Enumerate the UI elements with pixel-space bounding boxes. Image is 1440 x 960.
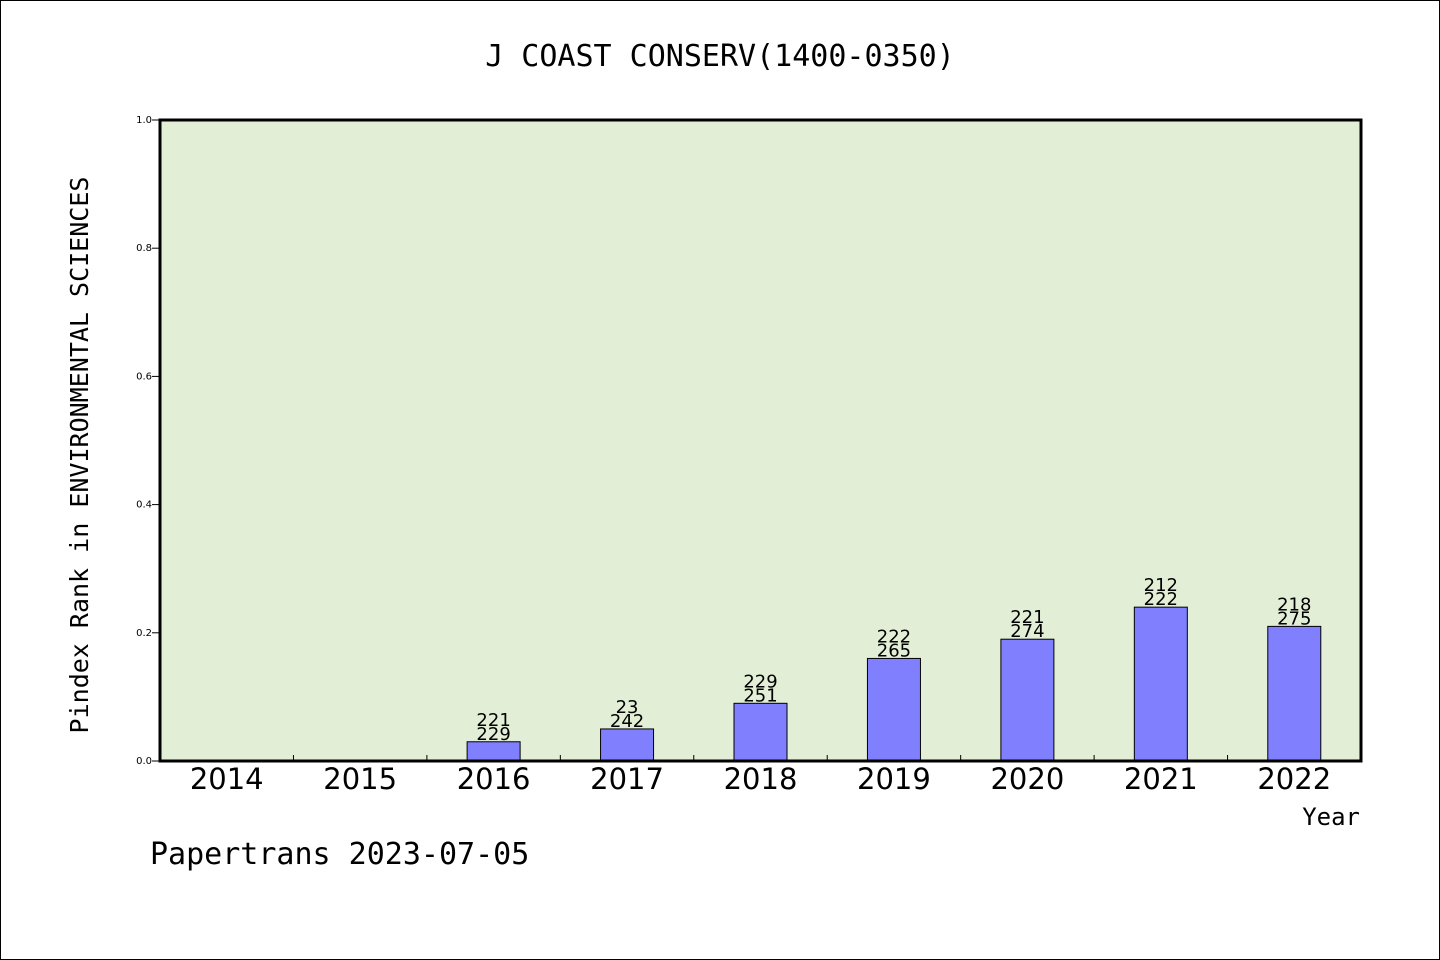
- x-tick-label: 2014: [190, 762, 264, 796]
- y-tick-label: 1.0: [136, 115, 152, 126]
- bar-2018: [733, 702, 788, 762]
- x-axis-ticks: 2014 2015 2016 2017 2018 2019 2020 2021 2022: [190, 755, 1331, 796]
- y-tick-label: 0.4: [136, 500, 152, 511]
- rank-label-2016: 221: [476, 710, 510, 731]
- total-label-2022: 275: [1277, 608, 1311, 629]
- rank-label-2019: 222: [877, 626, 911, 647]
- rank-label-2017: 23: [616, 697, 639, 718]
- bar-2021: [1133, 606, 1188, 762]
- x-tick-label: 2015: [323, 762, 397, 796]
- rank-label-2018: 229: [743, 671, 777, 692]
- bar-2022: [1267, 625, 1322, 762]
- rank-label-2021: 212: [1144, 575, 1178, 596]
- x-tick-label: 2022: [1257, 762, 1331, 796]
- y-axis-label: Pindex Rank in ENVIRONMENTAL SCIENCES: [65, 177, 94, 734]
- y-tick-label: 0.6: [136, 371, 152, 382]
- y-tick-label: 0.2: [136, 628, 152, 639]
- bar-2019: [866, 657, 921, 762]
- chart-title: J COAST CONSERV(1400-0350): [485, 39, 955, 74]
- footer-text: Papertrans 2023-07-05: [150, 837, 529, 872]
- x-tick-label: 2018: [724, 762, 798, 796]
- y-tick-label: 0.8: [136, 243, 152, 254]
- total-label-2021: 222: [1144, 589, 1178, 610]
- y-tick-label: 0.0: [136, 756, 152, 767]
- bar-2020: [1000, 638, 1055, 762]
- plot-border: [158, 118, 1363, 763]
- bar-2017: [600, 728, 655, 762]
- y-axis-ticks: 0.0 0.2 0.4 0.6 0.8 1.0: [136, 115, 160, 767]
- rank-label-2020: 221: [1010, 607, 1044, 628]
- x-tick-label: 2016: [457, 762, 531, 796]
- total-label-2018: 251: [743, 685, 777, 706]
- x-tick-label: 2020: [990, 762, 1064, 796]
- total-label-2020: 274: [1010, 621, 1044, 642]
- x-tick-label: 2019: [857, 762, 931, 796]
- total-label-2016: 229: [476, 724, 510, 745]
- total-label-2019: 265: [877, 640, 911, 661]
- x-tick-label: 2021: [1124, 762, 1198, 796]
- x-tick-label: 2017: [590, 762, 664, 796]
- x-axis-label: Year: [1302, 803, 1360, 831]
- rank-label-2022: 218: [1277, 594, 1311, 615]
- bars: [466, 606, 1322, 762]
- total-label-2017: 242: [610, 711, 644, 732]
